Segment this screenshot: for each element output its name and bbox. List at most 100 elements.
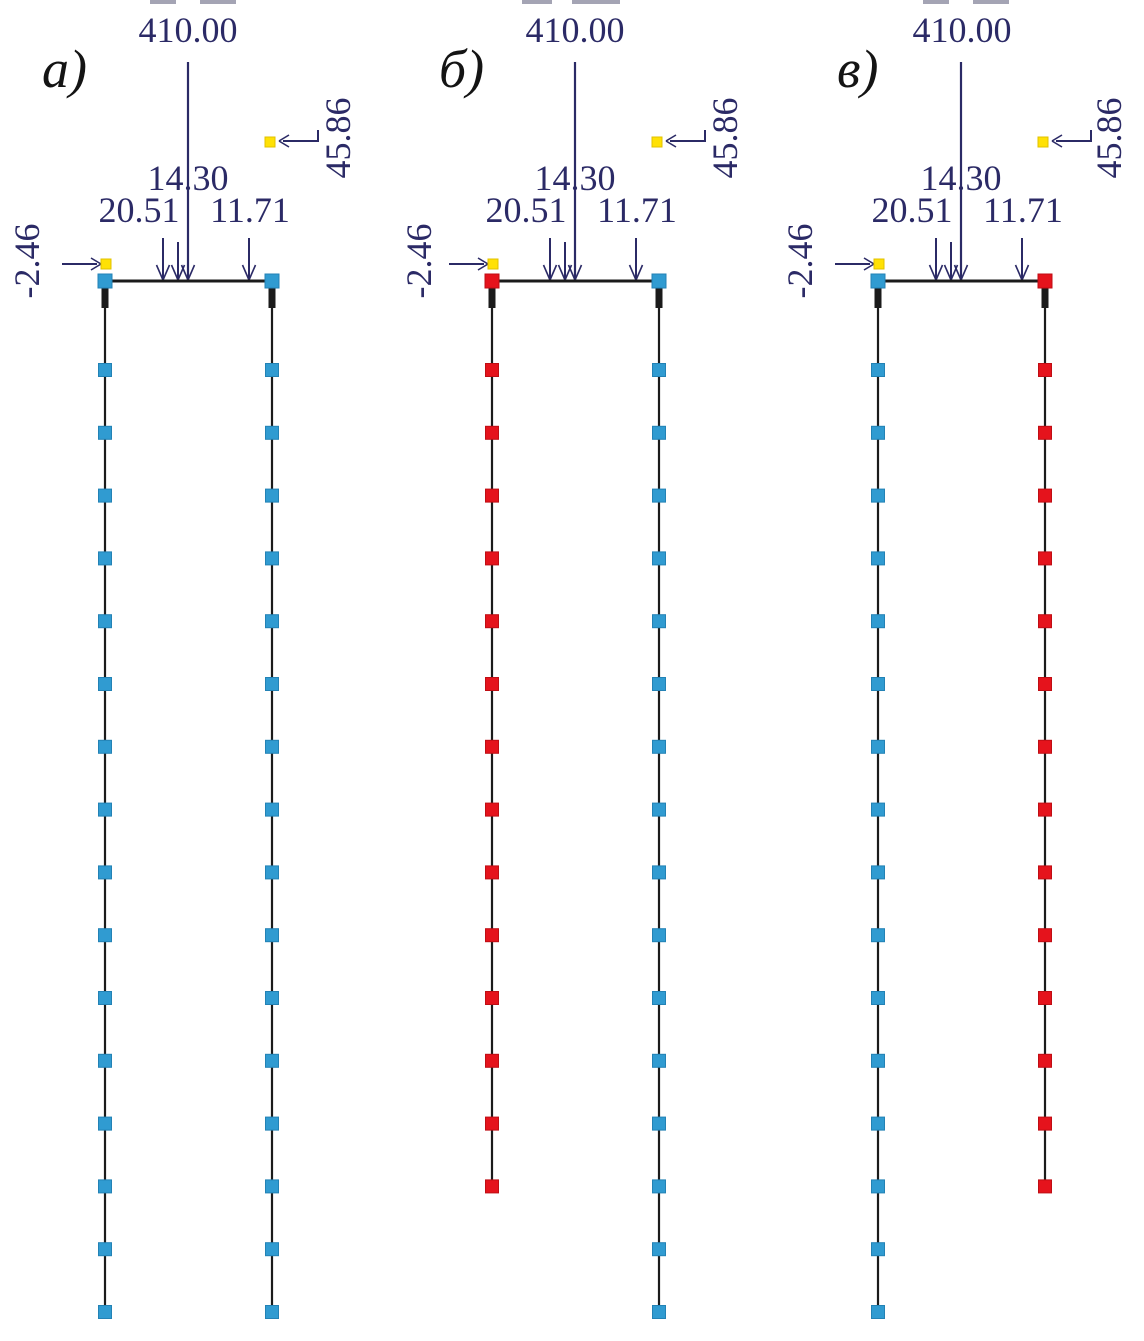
crop-artifact xyxy=(973,0,1009,4)
pile-node-marker xyxy=(98,614,112,629)
distributed-right-label: 11.71 xyxy=(983,190,1063,230)
pile-node-marker xyxy=(265,488,279,503)
pile-node-marker xyxy=(265,1305,279,1319)
upper-horizontal-force-arrowhead-icon xyxy=(1051,140,1063,148)
yellow-node-marker xyxy=(1037,136,1049,148)
pile-node-marker xyxy=(652,1179,666,1194)
pile-top-marker xyxy=(264,273,280,289)
pile-node-marker xyxy=(652,865,666,880)
pile-node-marker xyxy=(98,865,112,880)
pile-node-marker xyxy=(485,865,499,880)
pile-node-marker xyxy=(652,363,666,377)
pile-node-marker xyxy=(98,1242,112,1257)
pile-node-marker xyxy=(485,1053,499,1068)
pile-node-marker xyxy=(265,1179,279,1194)
pile-node-marker xyxy=(652,802,666,817)
pile-node-marker xyxy=(98,551,112,566)
vertical-force-label: 410.00 xyxy=(525,10,625,50)
pile-node-marker xyxy=(265,865,279,880)
pile-node-marker xyxy=(1038,1116,1052,1131)
pile-node-marker xyxy=(98,1116,112,1131)
pile-node-marker xyxy=(652,1305,666,1319)
pile-node-marker xyxy=(485,1179,499,1194)
crop-artifact xyxy=(572,0,620,4)
lower-horizontal-force-arrowhead-icon xyxy=(477,263,489,271)
distributed-right-label: 11.71 xyxy=(210,190,290,230)
pile-node-marker xyxy=(265,802,279,817)
yellow-node-marker xyxy=(651,136,663,148)
distributed-load-arrowhead-icon xyxy=(935,264,944,281)
diagram-v: в) 410.00 45.86 14.30 20.51 11.71 -2.46 xyxy=(773,0,1144,1341)
distributed-load-arrowhead-icon xyxy=(170,264,179,281)
pile-node-marker xyxy=(871,677,885,691)
vertical-force-arrowhead-icon xyxy=(960,264,969,281)
distributed-load-arrowhead-icon xyxy=(241,264,250,281)
distributed-left-label: 20.51 xyxy=(98,190,180,230)
pile-node-marker xyxy=(652,739,666,754)
pile-node-marker xyxy=(485,677,499,691)
yellow-node-marker xyxy=(487,258,499,270)
diagram-b: б) 410.00 45.86 14.30 20.51 11.71 -2.46 xyxy=(387,0,758,1341)
pile-node-marker xyxy=(265,425,279,440)
distributed-load-arrowhead-icon xyxy=(557,264,566,281)
pile-top-marker xyxy=(1037,273,1053,289)
crop-artifact xyxy=(150,0,176,4)
pile-node-marker xyxy=(652,551,666,566)
upper-horizontal-force-arrowhead-icon xyxy=(278,134,290,142)
pile-node-marker xyxy=(871,1179,885,1194)
pile-node-marker xyxy=(485,425,499,440)
pile-node-marker xyxy=(1038,614,1052,629)
distributed-load-arrowhead-icon xyxy=(177,264,186,281)
pile-node-marker xyxy=(1038,928,1052,943)
pile-node-marker xyxy=(871,991,885,1005)
pile-top-marker xyxy=(651,273,667,289)
crop-artifact xyxy=(522,0,552,4)
distributed-load-arrowhead-icon xyxy=(628,264,637,281)
pile-node-marker xyxy=(1038,425,1052,440)
pile-node-marker xyxy=(1038,991,1052,1005)
distributed-load-arrowhead-icon xyxy=(155,264,164,281)
upper-horizontal-force-arrowhead-icon xyxy=(278,140,290,148)
pile-node-marker xyxy=(485,928,499,943)
pile-node-marker xyxy=(265,614,279,629)
distributed-load-arrowhead-icon xyxy=(943,264,952,281)
diagram-v-geometry xyxy=(835,62,1092,1319)
pile-node-marker xyxy=(652,1053,666,1068)
pile-node-marker xyxy=(652,991,666,1005)
distributed-load-arrowhead-icon xyxy=(542,264,551,281)
pile-node-marker xyxy=(485,1116,499,1131)
vertical-force-arrowhead-icon xyxy=(574,264,583,281)
yellow-node-marker xyxy=(873,258,885,270)
pile-node-marker xyxy=(871,1305,885,1319)
pile-node-marker xyxy=(265,991,279,1005)
crop-artifact xyxy=(923,0,949,4)
pile-node-marker xyxy=(652,425,666,440)
pile-node-marker xyxy=(98,488,112,503)
pile-node-marker xyxy=(98,928,112,943)
pile-node-marker xyxy=(98,425,112,440)
distributed-load-arrowhead-icon xyxy=(162,264,171,281)
pile-node-marker xyxy=(485,551,499,566)
pile-node-marker xyxy=(485,802,499,817)
pile-node-marker xyxy=(1038,1053,1052,1068)
pile-node-marker xyxy=(871,1116,885,1131)
pile-node-marker xyxy=(98,1053,112,1068)
distributed-load-arrowhead-icon xyxy=(635,264,644,281)
upper-horizontal-force-arrowhead-icon xyxy=(1051,134,1063,142)
pile-node-marker xyxy=(98,991,112,1005)
pile-node-marker xyxy=(1038,865,1052,880)
lower-horizontal-force-arrowhead-icon xyxy=(863,263,875,271)
distributed-load-arrowhead-icon xyxy=(1021,264,1030,281)
crop-artifact xyxy=(200,0,236,4)
pile-node-marker xyxy=(1038,551,1052,566)
distributed-load-arrowhead-icon xyxy=(1014,264,1023,281)
diagram-a-label: а) xyxy=(42,39,87,99)
pile-top-marker xyxy=(97,273,113,289)
diagram-a: а) 410.00 45.86 14.30 20.51 11.71 -2.46 xyxy=(0,0,371,1341)
pile-node-marker xyxy=(652,1242,666,1257)
pile-node-marker xyxy=(265,1242,279,1257)
distributed-load-arrowhead-icon xyxy=(950,264,959,281)
vertical-force-label: 410.00 xyxy=(138,10,238,50)
yellow-node-marker xyxy=(100,258,112,270)
